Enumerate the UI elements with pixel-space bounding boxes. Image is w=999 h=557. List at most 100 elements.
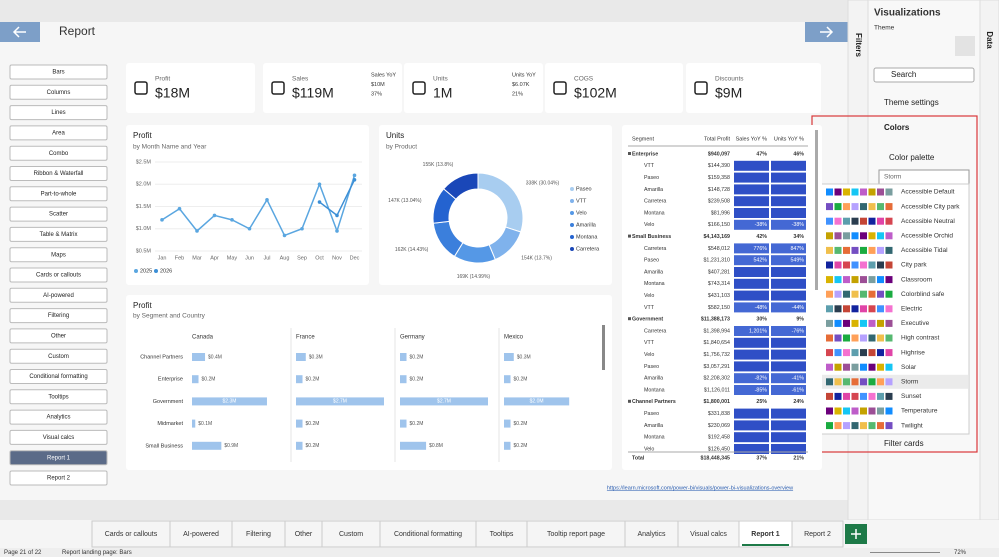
palette-option[interactable]: Classroom <box>901 276 932 283</box>
swatch <box>877 188 884 196</box>
page-tab[interactable] <box>321 520 381 548</box>
nav-button[interactable] <box>9 429 108 445</box>
palette-option[interactable]: Solar <box>901 364 917 371</box>
nav-label[interactable]: Filtering <box>48 313 69 319</box>
docs-link[interactable]: https://learn.microsoft.com/power-bi/vis… <box>607 485 793 491</box>
palette-option[interactable]: Electric <box>901 306 923 313</box>
nav-button[interactable] <box>9 328 108 344</box>
nav-label[interactable]: Lines <box>51 110 65 116</box>
tab-label[interactable]: Filtering <box>246 531 271 538</box>
palette-selected[interactable]: Storm <box>884 174 901 181</box>
data-strip[interactable] <box>979 0 999 521</box>
tab-label[interactable]: Tooltips <box>490 531 514 538</box>
palette-option[interactable]: Colorblind safe <box>901 291 945 298</box>
heat-cell <box>734 196 769 207</box>
nav-button[interactable] <box>9 226 108 242</box>
nav-label[interactable]: Cards or callouts <box>36 273 81 279</box>
format-tab[interactable] <box>955 36 975 56</box>
data-label[interactable]: Data <box>985 31 994 49</box>
nav-button[interactable] <box>9 145 108 161</box>
palette-option[interactable]: Accessible Default <box>901 189 955 196</box>
nav-button[interactable] <box>9 125 108 141</box>
palette-option[interactable]: City park <box>901 262 927 269</box>
nav-label[interactable]: Analytics <box>46 415 70 421</box>
swatch <box>885 276 893 284</box>
nav-button[interactable] <box>9 308 108 324</box>
page-tab[interactable] <box>379 520 477 548</box>
swatch <box>826 378 833 386</box>
nav-label[interactable]: Other <box>51 333 66 339</box>
nav-label[interactable]: Table & Matrix <box>39 232 77 238</box>
nav-label[interactable]: Part-to-whole <box>41 191 77 197</box>
nav-label[interactable]: Custom <box>48 354 69 360</box>
palette-option[interactable]: Accessible City park <box>901 203 960 210</box>
nav-label[interactable]: Maps <box>51 252 66 258</box>
nav-label[interactable]: Visual calcs <box>43 435 75 441</box>
tab-label[interactable]: Report 1 <box>751 531 780 538</box>
theme-settings[interactable]: Theme settings <box>884 98 939 107</box>
palette-option[interactable]: Highrise <box>901 349 925 356</box>
search-box[interactable] <box>873 67 975 83</box>
tab-label[interactable]: Other <box>295 531 313 538</box>
swatch <box>860 392 867 400</box>
nav-label[interactable]: Conditional formatting <box>29 374 87 380</box>
heat-cell <box>734 208 769 218</box>
palette-option[interactable]: Twilight <box>901 422 923 429</box>
nav-button[interactable] <box>9 450 108 466</box>
page-tab[interactable] <box>624 520 679 548</box>
nav-button[interactable] <box>9 206 108 222</box>
nav-label[interactable]: Report 1 <box>47 455 71 461</box>
nav-button[interactable] <box>9 64 108 80</box>
tab-label[interactable]: Tooltip report page <box>547 531 605 538</box>
tab-label[interactable]: Conditional formatting <box>394 531 462 538</box>
page-tab[interactable] <box>791 520 844 548</box>
nav-label[interactable]: Combo <box>49 151 69 157</box>
nav-button[interactable] <box>9 470 108 486</box>
nav-button[interactable] <box>9 105 108 121</box>
page-tab[interactable] <box>169 520 233 548</box>
tab-label[interactable]: Visual calcs <box>690 531 727 538</box>
nav-label[interactable]: Bars <box>52 70 64 76</box>
nav-button[interactable] <box>9 389 108 405</box>
nav-button[interactable] <box>9 287 108 303</box>
nav-button[interactable] <box>9 84 108 100</box>
nav-button[interactable] <box>9 369 108 384</box>
bar-value-label: $0.2M <box>514 443 528 449</box>
tab-label[interactable]: AI-powered <box>183 531 219 538</box>
nav-label[interactable]: Scatter <box>49 212 68 218</box>
palette-option[interactable]: High contrast <box>901 335 939 342</box>
nav-label[interactable]: Columns <box>47 90 71 96</box>
filters-label[interactable]: Filters <box>854 33 863 58</box>
nav-label[interactable]: Tooltips <box>48 394 68 400</box>
nav-button[interactable] <box>9 348 108 364</box>
colors-section[interactable]: Colors <box>884 123 910 132</box>
nav-button[interactable] <box>9 186 108 202</box>
nav-label[interactable]: Area <box>52 130 65 136</box>
palette-option[interactable]: Accessible Tidal <box>901 247 948 254</box>
tab-label[interactable]: Cards or callouts <box>105 531 158 538</box>
page-tab[interactable] <box>284 520 323 548</box>
tab-label[interactable]: Report 2 <box>804 531 831 538</box>
nav-label[interactable]: Report 2 <box>47 476 71 482</box>
page-tab[interactable] <box>475 520 528 548</box>
nav-button[interactable] <box>9 409 108 425</box>
cell: Montana <box>644 281 665 287</box>
nav-label[interactable]: Ribbon & Waterfall <box>34 171 84 177</box>
filter-cards[interactable]: Filter cards <box>884 439 924 448</box>
tab-label[interactable]: Analytics <box>637 531 666 538</box>
nav-label[interactable]: AI-powered <box>43 293 74 299</box>
search-placeholder[interactable]: Search <box>891 70 916 79</box>
tab-label[interactable]: Custom <box>339 531 363 538</box>
nav-button[interactable] <box>9 166 108 181</box>
nav-button[interactable] <box>9 267 108 283</box>
palette-option[interactable]: Executive <box>901 320 930 327</box>
swatch <box>877 363 884 371</box>
palette-option[interactable]: Sunset <box>901 393 921 400</box>
palette-option[interactable]: Accessible Orchid <box>901 233 953 240</box>
palette-option[interactable]: Accessible Neutral <box>901 218 955 225</box>
palette-option[interactable]: Temperature <box>901 408 938 415</box>
palette-option[interactable]: Storm <box>901 379 918 386</box>
nav-button[interactable] <box>9 247 108 263</box>
page-tab[interactable] <box>738 520 793 548</box>
page-tab[interactable] <box>526 520 626 548</box>
